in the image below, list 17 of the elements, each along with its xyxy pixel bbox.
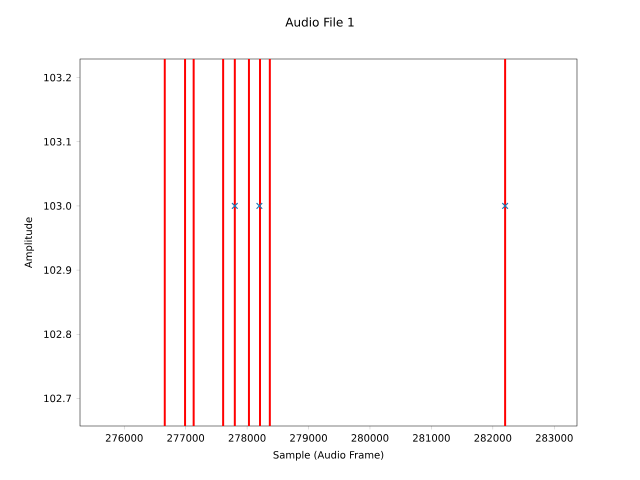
x-tick-label: 277000 bbox=[167, 434, 204, 442]
y-tick-label: 102.9 bbox=[44, 266, 72, 274]
x-tick-label: 282000 bbox=[474, 434, 512, 442]
y-axis-title: Amplitude bbox=[24, 217, 34, 268]
x-tick-label: 276000 bbox=[106, 434, 143, 442]
x-axis-title: Sample (Audio Frame) bbox=[274, 450, 384, 461]
y-tick-label: 102.8 bbox=[44, 330, 72, 338]
chart-title: Audio File 1 bbox=[285, 17, 354, 27]
y-tick-label: 103.1 bbox=[44, 138, 71, 146]
x-tick-label: 281000 bbox=[413, 434, 450, 442]
x-tick-label: 283000 bbox=[536, 434, 573, 442]
y-tick-label: 103.0 bbox=[44, 202, 72, 210]
x-tick-label: 278000 bbox=[228, 434, 266, 442]
y-tick-label: 102.7 bbox=[44, 394, 71, 402]
x-tick-label: 279000 bbox=[290, 434, 327, 442]
y-tick-label: 103.2 bbox=[44, 74, 71, 82]
x-tick-label: 280000 bbox=[352, 434, 388, 442]
